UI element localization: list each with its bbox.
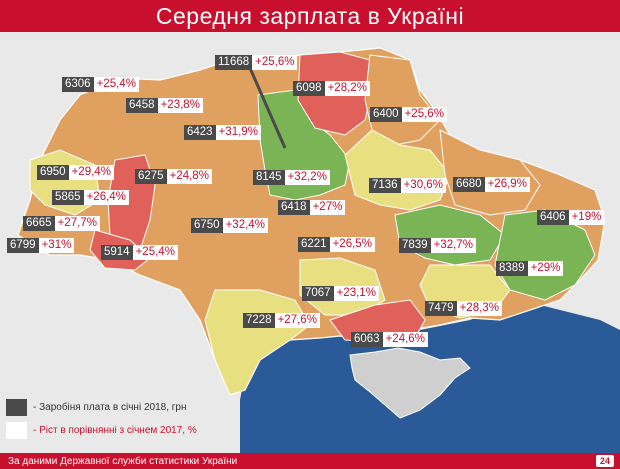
salary-value: 6680 xyxy=(453,177,485,192)
salary-value: 6665 xyxy=(23,216,55,231)
region-label: 7479 +28,3% xyxy=(425,301,502,316)
salary-value: 6950 xyxy=(37,165,69,180)
region-label: 6063 +24,6% xyxy=(351,332,428,347)
growth-value: +32,4% xyxy=(222,218,268,233)
salary-value: 7136 xyxy=(369,178,401,193)
region-label: 5865 +26,4% xyxy=(52,190,129,205)
legend-salary-text: - Заробіня плата в січні 2018, грн xyxy=(33,402,187,413)
salary-value: 6423 xyxy=(184,125,216,140)
region-label: 6306 +25,4% xyxy=(62,77,139,92)
region-label: 6221 +26,5% xyxy=(298,237,375,252)
salary-value: 6400 xyxy=(370,107,402,122)
growth-value: +32,2% xyxy=(284,170,330,185)
region-label: 6400 +25,6% xyxy=(370,107,447,122)
salary-value: 6306 xyxy=(62,77,94,92)
growth-value: +28,2% xyxy=(324,81,370,96)
growth-value: +26,5% xyxy=(329,237,375,252)
growth-value: +31,9% xyxy=(215,125,261,140)
growth-value: +25,6% xyxy=(401,107,447,122)
region-label: 7228 +27,6% xyxy=(243,313,320,328)
region-label: 6423 +31,9% xyxy=(184,125,261,140)
legend-salary: - Заробіня плата в січні 2018, грн xyxy=(6,399,186,416)
growth-value: +19% xyxy=(568,210,605,225)
salary-value: 6799 xyxy=(7,238,39,253)
region-label: 6750 +32,4% xyxy=(191,218,268,233)
salary-value: 8145 xyxy=(253,170,285,185)
salary-value: 6221 xyxy=(298,237,330,252)
growth-value: +25,4% xyxy=(132,245,178,260)
salary-value: 6458 xyxy=(126,98,158,113)
growth-value: +29,4% xyxy=(68,165,114,180)
salary-value: 6418 xyxy=(278,200,310,215)
salary-value: 6406 xyxy=(537,210,569,225)
salary-value: 5914 xyxy=(101,245,133,260)
footer-source: За даними Державної служби статистики Ук… xyxy=(0,453,620,469)
growth-value: +25,4% xyxy=(93,77,139,92)
region-kharkiv xyxy=(439,129,541,216)
growth-value: +32,7% xyxy=(430,238,476,253)
growth-value: +27,6% xyxy=(274,313,320,328)
region-label: 7067 +23,1% xyxy=(302,286,379,301)
salary-value: 5865 xyxy=(52,190,84,205)
salary-value: 8389 xyxy=(496,261,528,276)
salary-value: 6063 xyxy=(351,332,383,347)
growth-value: +23,8% xyxy=(157,98,203,113)
growth-value: +29% xyxy=(527,261,564,276)
region-label: 5914 +25,4% xyxy=(101,245,178,260)
salary-value: 7479 xyxy=(425,301,457,316)
region-label: 11668 +25,6% xyxy=(215,55,298,70)
region-label: 6098 +28,2% xyxy=(293,81,370,96)
salary-value: 11668 xyxy=(215,55,253,70)
region-label: 6680 +26,9% xyxy=(453,177,530,192)
region-label: 6799 +31% xyxy=(7,238,75,253)
growth-value: +28,3% xyxy=(456,301,502,316)
azov-sea xyxy=(455,325,560,360)
logo-24: 24 xyxy=(596,455,614,467)
kyiv-leader-line xyxy=(248,67,287,149)
region-label: 6950 +29,4% xyxy=(37,165,114,180)
crimea-region xyxy=(349,347,471,419)
growth-value: +26,9% xyxy=(484,177,530,192)
page-title: Середня зарплата в Україні xyxy=(0,0,620,32)
salary-value: 6098 xyxy=(293,81,325,96)
legend-growth: - Ріст в порівнянні з січнем 2017, % xyxy=(6,422,197,439)
salary-value: 7228 xyxy=(243,313,275,328)
growth-value: +24,6% xyxy=(382,332,428,347)
growth-value: +23,1% xyxy=(333,286,379,301)
region-label: 6406 +19% xyxy=(537,210,605,225)
region-label: 6418 +27% xyxy=(278,200,346,215)
legend-dark-swatch xyxy=(6,399,27,416)
growth-value: +24,8% xyxy=(166,169,212,184)
region-label: 6458 +23,8% xyxy=(126,98,203,113)
region-label: 7136 +30,6% xyxy=(369,178,446,193)
salary-value: 7839 xyxy=(399,238,431,253)
legend-growth-text: - Ріст в порівнянні з січнем 2017, % xyxy=(33,425,197,436)
growth-value: +26,4% xyxy=(83,190,129,205)
region-label: 7839 +32,7% xyxy=(399,238,476,253)
salary-value: 6750 xyxy=(191,218,223,233)
growth-value: +30,6% xyxy=(400,178,446,193)
region-label: 8145 +32,2% xyxy=(253,170,330,185)
region-label: 6665 +27,7% xyxy=(23,216,100,231)
region-label: 8389 +29% xyxy=(496,261,564,276)
growth-value: +27% xyxy=(309,200,346,215)
salary-value: 6275 xyxy=(135,169,167,184)
region-label: 6275 +24,8% xyxy=(135,169,212,184)
region-kherson xyxy=(329,299,426,343)
legend-light-swatch xyxy=(6,422,27,439)
growth-value: +31% xyxy=(38,238,75,253)
region-sumy xyxy=(364,54,441,146)
growth-value: +27,7% xyxy=(54,216,100,231)
growth-value: +25,6% xyxy=(252,55,298,70)
salary-value: 7067 xyxy=(302,286,334,301)
